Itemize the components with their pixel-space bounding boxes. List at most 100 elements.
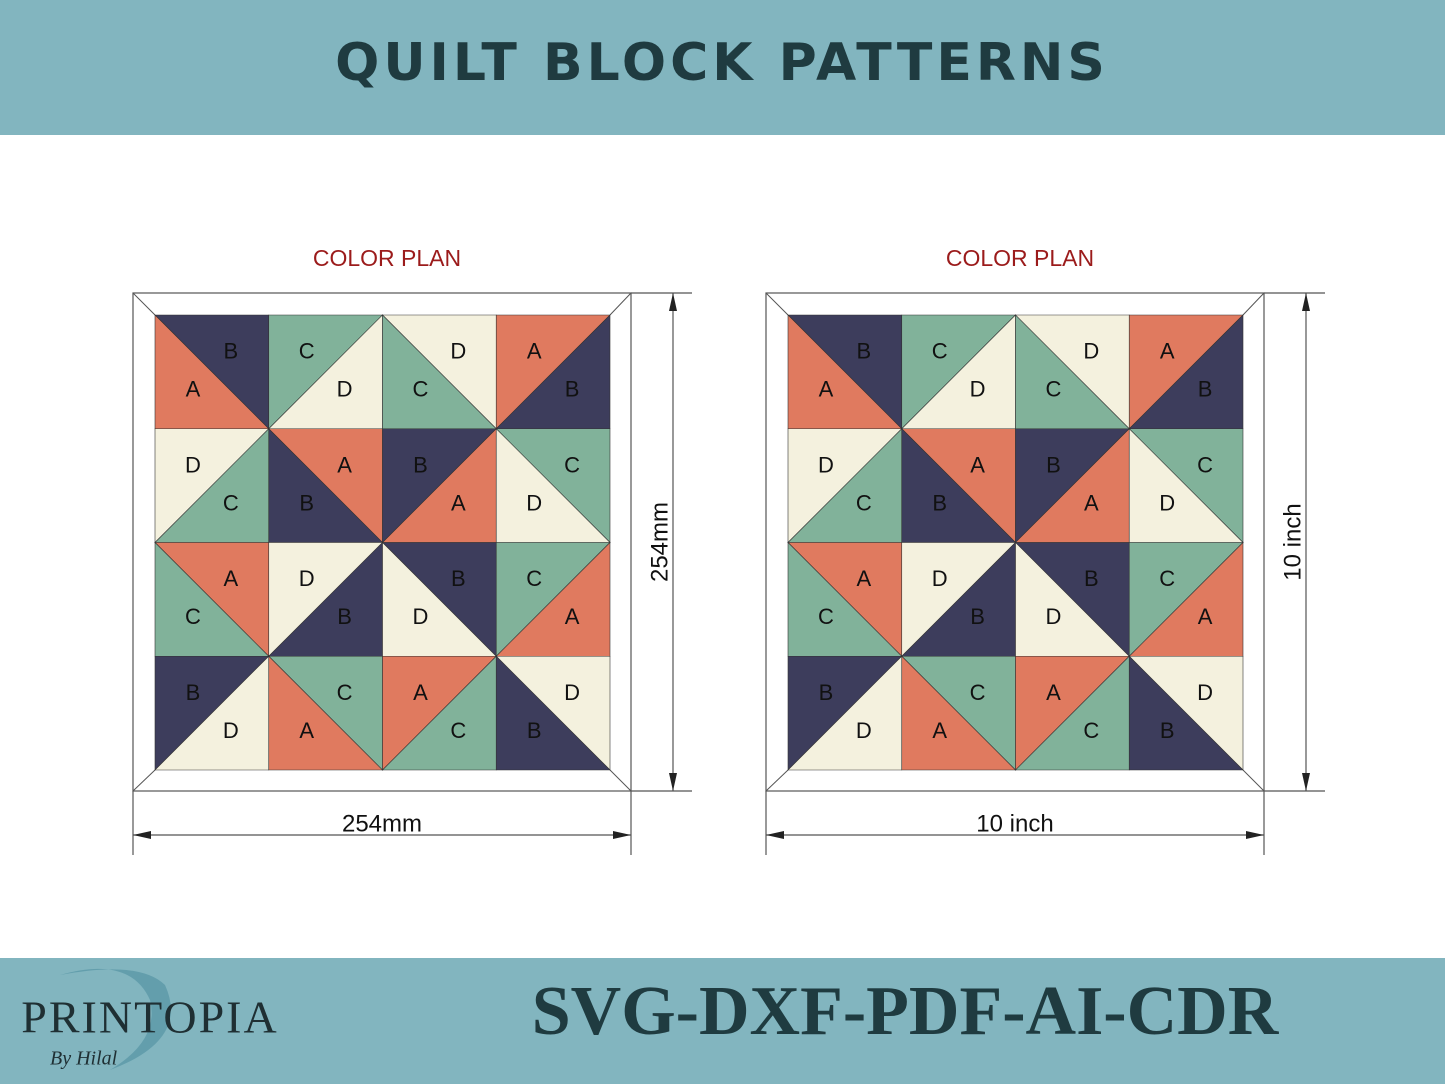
fabric-letter: B [1198, 377, 1213, 402]
triangle [268, 655, 384, 771]
fabric-letter: C [412, 377, 428, 402]
fabric-letter: B [337, 604, 352, 629]
fabric-letter: D [1159, 490, 1175, 515]
fabric-letter: A [1198, 604, 1213, 629]
fabric-letter: B [186, 680, 201, 705]
block-label: COLOR PLAN [946, 245, 1094, 271]
block-label: COLOR PLAN [313, 245, 461, 271]
fabric-letter: C [185, 604, 201, 629]
fabric-letter: D [970, 377, 986, 402]
fabric-letter: A [565, 604, 580, 629]
fabric-letter: C [932, 339, 948, 364]
fabric-letter: C [564, 452, 580, 477]
height-label: 254mm [646, 502, 673, 582]
fabric-letter: D [526, 490, 542, 515]
arrowhead [766, 831, 784, 839]
fabric-letter: C [337, 680, 353, 705]
frame-miter [1242, 769, 1265, 792]
fabric-letter: D [412, 604, 428, 629]
fabric-letter: B [299, 490, 314, 515]
fabric-letter: A [337, 452, 352, 477]
fabric-letter: A [413, 680, 428, 705]
frame-miter [609, 769, 632, 792]
frame-miter [765, 292, 789, 316]
fabric-letter: A [451, 490, 466, 515]
fabric-letter: A [856, 566, 871, 591]
fabric-letter: C [1083, 718, 1099, 743]
fabric-letter: C [1045, 377, 1061, 402]
footer-band [0, 958, 1445, 1084]
fabric-letter: B [1160, 718, 1175, 743]
fabric-letter: D [185, 452, 201, 477]
frame-miter [609, 292, 632, 316]
signature: By Hilal [50, 1048, 118, 1070]
height-label: 10 inch [1279, 503, 1306, 580]
fabric-letter: B [451, 566, 466, 591]
arrowhead [669, 293, 677, 311]
fabric-letter: A [970, 452, 985, 477]
fabric-letter: A [819, 377, 834, 402]
fabric-letter: B [413, 452, 428, 477]
fabric-letter: C [223, 490, 239, 515]
fabric-letter: B [223, 339, 238, 364]
fabric-letter: B [856, 339, 871, 364]
fabric-letter: A [1160, 339, 1175, 364]
frame-miter [765, 769, 789, 792]
fabric-letter: B [527, 718, 542, 743]
fabric-letter: B [819, 680, 834, 705]
fabric-letter: C [1197, 452, 1213, 477]
page-title: QUILT BLOCK PATTERNS [335, 33, 1109, 93]
brand: PRINTOPIA [21, 992, 278, 1043]
fabric-letter: C [450, 718, 466, 743]
formats: SVG-DXF-PDF-AI-CDR [532, 973, 1280, 1050]
fabric-letter: D [299, 566, 315, 591]
arrowhead [133, 831, 151, 839]
fabric-letter: B [932, 490, 947, 515]
fabric-letter: A [186, 377, 201, 402]
width-label: 254mm [342, 810, 422, 837]
fabric-letter: C [526, 566, 542, 591]
blocks: COLOR PLANBACDDCABDCABBACDACDBBDCABDCAAC… [132, 245, 1325, 855]
arrowhead [1246, 831, 1264, 839]
arrowhead [669, 773, 677, 791]
fabric-letter: A [299, 718, 314, 743]
fabric-letter: B [565, 377, 580, 402]
width-label: 10 inch [976, 810, 1053, 837]
fabric-letter: D [856, 718, 872, 743]
fabric-letter: D [1197, 680, 1213, 705]
fabric-letter: D [1083, 339, 1099, 364]
fabric-letter: D [1045, 604, 1061, 629]
fabric-letter: B [1084, 566, 1099, 591]
fabric-letter: A [223, 566, 238, 591]
triangle [1128, 655, 1244, 771]
header-band [0, 0, 1445, 135]
fabric-letter: C [299, 339, 315, 364]
fabric-letter: C [970, 680, 986, 705]
fabric-letter: B [1046, 452, 1061, 477]
arrowhead [613, 831, 631, 839]
fabric-letter: D [337, 377, 353, 402]
fabric-letter: D [564, 680, 580, 705]
triangle [901, 655, 1017, 771]
fabric-letter: D [932, 566, 948, 591]
fabric-letter: A [932, 718, 947, 743]
arrowhead [1302, 773, 1310, 791]
quilt-block: COLOR PLANBACDDCABDCABBACDACDBBDCABDCAAC… [132, 245, 692, 855]
fabric-letter: C [818, 604, 834, 629]
frame-miter [1242, 292, 1265, 316]
frame-miter [132, 292, 156, 316]
fabric-letter: D [450, 339, 466, 364]
fabric-letter: C [856, 490, 872, 515]
fabric-letter: A [1084, 490, 1099, 515]
fabric-letter: D [223, 718, 239, 743]
quilt-block: COLOR PLANBACDDCABDCABBACDACDBBDCABDCAAC… [765, 245, 1325, 855]
fabric-letter: D [818, 452, 834, 477]
fabric-letter: A [527, 339, 542, 364]
triangle [495, 655, 611, 771]
fabric-letter: C [1159, 566, 1175, 591]
fabric-letter: B [970, 604, 985, 629]
fabric-letter: A [1046, 680, 1061, 705]
frame-miter [132, 769, 156, 792]
arrowhead [1302, 293, 1310, 311]
